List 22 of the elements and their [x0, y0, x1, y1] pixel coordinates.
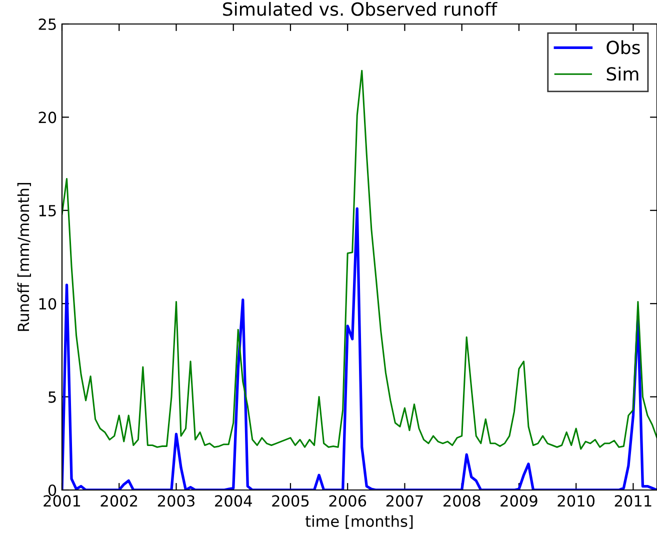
- x-tick-label: 2006: [329, 495, 366, 507]
- y-tick-label: 5: [48, 391, 56, 403]
- y-tick-label: 20: [38, 112, 56, 124]
- x-tick-label: 2005: [272, 495, 309, 507]
- x-tick-label: 2004: [215, 495, 252, 507]
- y-tick-label: 0: [48, 484, 56, 496]
- x-tick-label: 2007: [386, 495, 423, 507]
- y-tick-label: 10: [39, 298, 56, 310]
- legend-label: Sim: [606, 66, 638, 81]
- x-tick-label: 2002: [100, 495, 138, 507]
- x-tick-label: 2001: [44, 495, 80, 507]
- y-tick-label: 25: [38, 18, 56, 30]
- x-tick-label: 2008: [444, 495, 480, 507]
- x-tick-label: 2003: [158, 495, 194, 507]
- legend-label: Obs: [606, 40, 640, 54]
- x-tick-label: 2011: [614, 495, 652, 507]
- y-tick-label: 15: [39, 205, 56, 216]
- x-tick-label: 2010: [558, 495, 595, 507]
- x-axis-title: time [months]: [305, 515, 413, 529]
- chart-title: Simulated vs. Observed runoff: [223, 2, 498, 16]
- x-tick-label: 2009: [500, 495, 538, 507]
- y-axis-title: Runoff [mm/month]: [17, 182, 31, 331]
